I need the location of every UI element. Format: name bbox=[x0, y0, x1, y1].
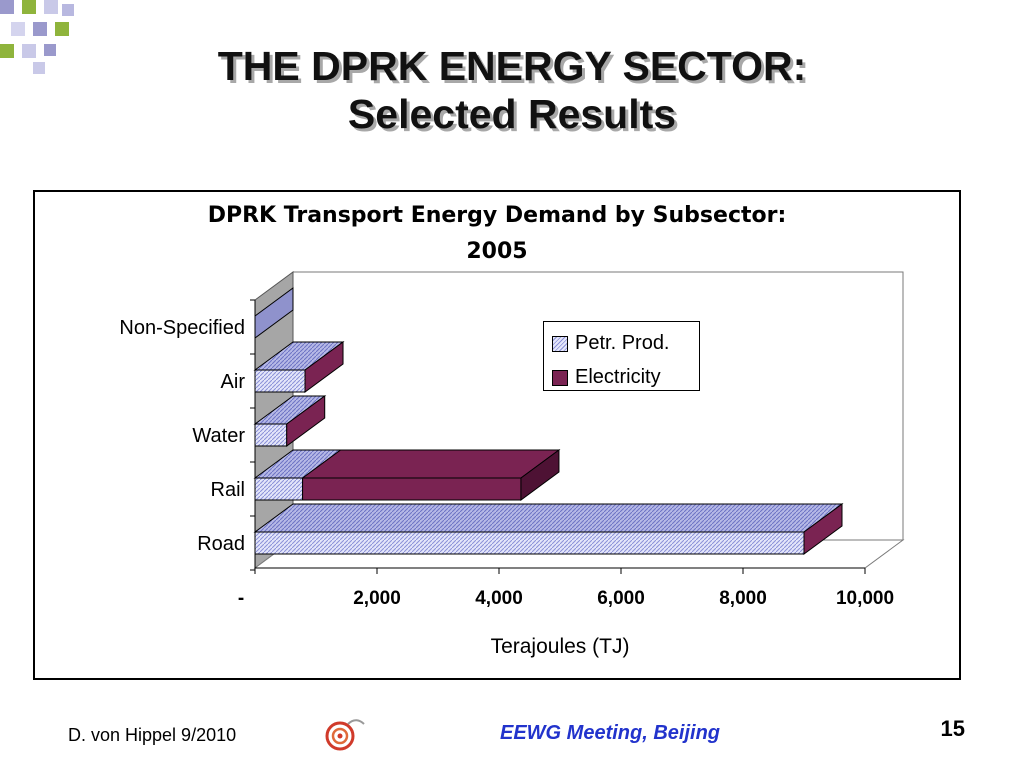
bar-top-road-petr-prod bbox=[253, 503, 844, 533]
chart-title: DPRK Transport Energy Demand by Subsecto… bbox=[33, 198, 961, 270]
page-number: 15 bbox=[940, 716, 965, 741]
y-label-rail: Rail bbox=[211, 479, 245, 501]
bar-top-rail-electricity bbox=[301, 449, 561, 479]
bar-side-road bbox=[803, 503, 843, 555]
x-tick-label-0: - bbox=[238, 588, 244, 609]
bar-side-air bbox=[304, 341, 344, 393]
footer-event: EEWG Meeting, Beijing bbox=[500, 722, 721, 744]
x-tick-label-2: 4,000 bbox=[475, 588, 523, 609]
bar-road-petr-prod bbox=[254, 531, 805, 555]
chart-bars bbox=[253, 287, 844, 555]
x-axis-ticks: - 2,000 4,000 6,000 8,000 10,000 bbox=[238, 567, 894, 609]
y-axis-labels: Road Rail Water Air Non-Specified bbox=[119, 299, 255, 571]
legend-swatch-electricity bbox=[552, 369, 568, 386]
y-label-road: Road bbox=[197, 533, 245, 555]
x-tick-label-3: 6,000 bbox=[597, 588, 645, 609]
x-tick-label-4: 8,000 bbox=[719, 588, 767, 609]
logo-icon bbox=[325, 719, 365, 751]
footer-author: D. von Hippel 9/2010 bbox=[68, 725, 237, 745]
bar-water-petr-prod bbox=[254, 423, 288, 447]
chart-title-line2: 2005 bbox=[466, 239, 528, 264]
x-tick-label-5: 10,000 bbox=[836, 588, 894, 609]
x-tick-label-1: 2,000 bbox=[353, 588, 401, 609]
y-label-air: Air bbox=[221, 371, 246, 393]
y-label-water: Water bbox=[192, 425, 245, 447]
y-label-non-specified: Non-Specified bbox=[119, 317, 245, 339]
bar-side-rail bbox=[520, 449, 560, 501]
legend-label-petr: Petr. Prod. bbox=[575, 332, 670, 354]
bar-air-petr-prod bbox=[254, 369, 306, 393]
bar-side-water bbox=[286, 395, 326, 447]
bar-sliver-non-specified bbox=[254, 287, 294, 339]
slide-title: THE DPRK ENERGY SECTOR: Selected Results bbox=[0, 42, 1024, 138]
legend: Petr. Prod. Electricity bbox=[543, 321, 700, 391]
slide-title-line1: THE DPRK ENERGY SECTOR: bbox=[217, 43, 807, 89]
legend-label-electricity: Electricity bbox=[575, 366, 661, 388]
slide-title-line2: Selected Results bbox=[347, 91, 677, 137]
x-axis-title: Terajoules (TJ) bbox=[491, 635, 630, 658]
bar-rail-electricity bbox=[302, 477, 522, 501]
bar-rail-petr-prod bbox=[254, 477, 304, 501]
legend-swatch-petr bbox=[552, 335, 568, 352]
chart-title-line1: DPRK Transport Energy Demand by Subsecto… bbox=[207, 203, 787, 228]
